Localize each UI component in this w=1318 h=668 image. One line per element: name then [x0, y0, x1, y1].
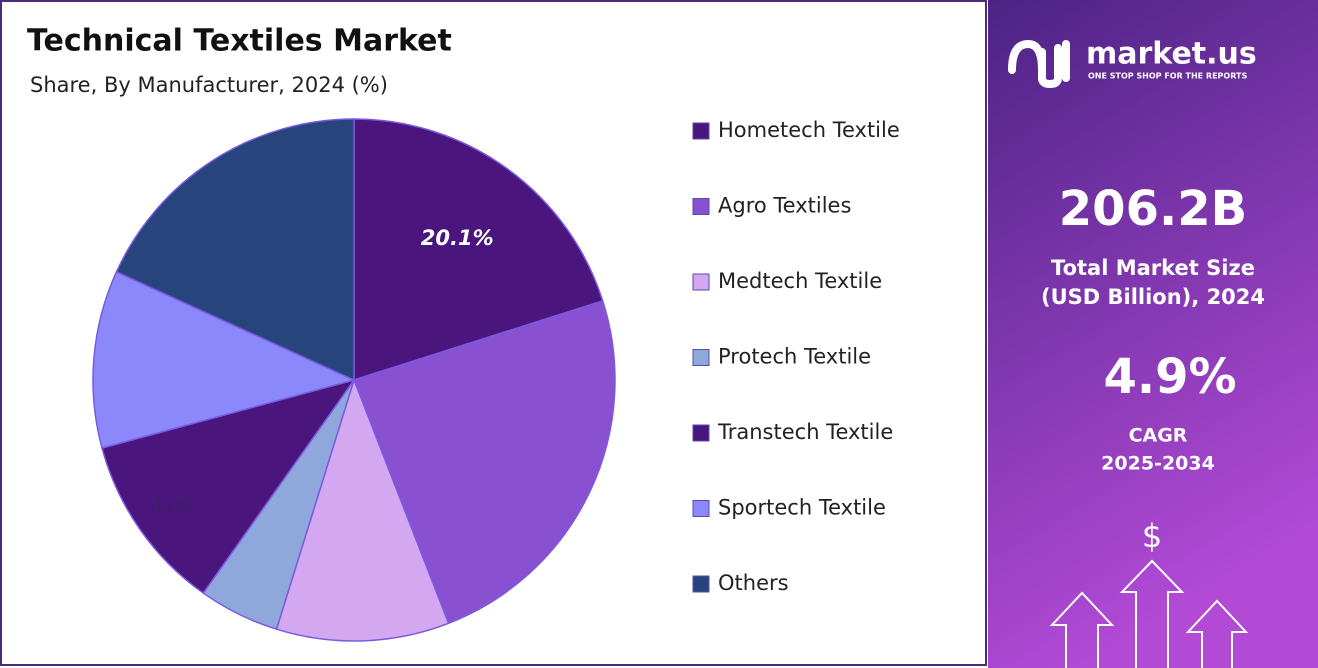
legend-swatch	[692, 500, 710, 517]
legend-swatch	[692, 349, 710, 366]
legend-swatch	[692, 575, 710, 593]
pie-slice	[92, 270, 357, 449]
legend-swatch	[692, 198, 710, 215]
pie-slice	[353, 299, 616, 625]
cagr: 4.9%	[1103, 349, 1236, 405]
cagr-label: CAGR	[1129, 425, 1188, 447]
legend-swatch	[692, 122, 710, 140]
legend-swatch	[692, 424, 710, 442]
chart-title: Technical Textiles Market	[27, 24, 452, 59]
pie-slice	[275, 377, 450, 642]
legend-label: Hometech Textile	[718, 118, 900, 142]
dollar-icon: $	[1142, 517, 1162, 555]
pie-slice	[101, 378, 356, 595]
legend-label: Transtech Textile	[717, 420, 893, 444]
brand: market.us	[1086, 37, 1257, 72]
side-panel	[988, 0, 1318, 668]
market-size-label: (USD Billion), 2024	[1041, 285, 1265, 309]
legend-label: Agro Textiles	[718, 194, 851, 218]
pie-slice	[115, 118, 355, 382]
chart-subtitle: Share, By Manufacturer, 2024 (%)	[30, 73, 388, 97]
value-label: 20.1%	[421, 226, 494, 250]
arrows-icon	[1049, 559, 1249, 668]
value-label: 11%	[153, 497, 191, 517]
legend-label: Protech Textile	[718, 345, 871, 369]
legend-label: Sportech Textile	[718, 496, 886, 520]
legend-label: Others	[718, 571, 789, 595]
cagr-label: 2025-2034	[1101, 453, 1215, 475]
logo: market.us ONE STOP SHOP FOR THE REPORTS	[1008, 37, 1257, 89]
logo-mark	[1008, 39, 1070, 89]
legend-label: Medtech Textile	[718, 269, 882, 293]
pie-slice	[353, 118, 604, 382]
market-size: 206.2B	[1059, 181, 1247, 237]
market-size-label: Total Market Size	[1051, 256, 1255, 280]
legend-swatch	[692, 273, 710, 291]
tagline: ONE STOP SHOP FOR THE REPORTS	[1088, 72, 1247, 81]
